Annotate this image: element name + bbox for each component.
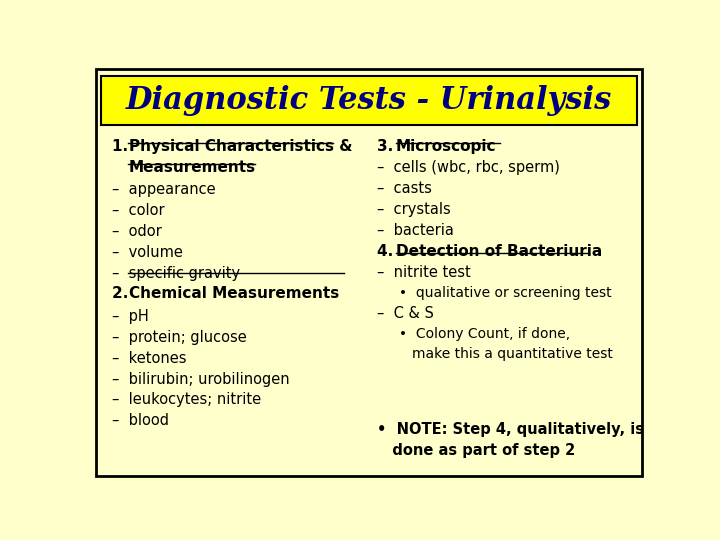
Text: –  ketones: – ketones bbox=[112, 351, 186, 366]
Text: –  pH: – pH bbox=[112, 309, 149, 325]
Text: Microscopic: Microscopic bbox=[396, 139, 496, 154]
Text: 3.: 3. bbox=[377, 139, 399, 154]
Text: –  bilirubin; urobilinogen: – bilirubin; urobilinogen bbox=[112, 372, 290, 387]
Text: –  leukocytes; nitrite: – leukocytes; nitrite bbox=[112, 393, 261, 408]
Text: –  odor: – odor bbox=[112, 224, 162, 239]
Text: –  volume: – volume bbox=[112, 245, 183, 260]
Text: –  crystals: – crystals bbox=[377, 202, 451, 217]
Text: –  cells (wbc, rbc, sperm): – cells (wbc, rbc, sperm) bbox=[377, 160, 560, 176]
Text: –  bacteria: – bacteria bbox=[377, 223, 454, 238]
Text: Diagnostic Tests - Urinalysis: Diagnostic Tests - Urinalysis bbox=[126, 85, 612, 116]
FancyBboxPatch shape bbox=[96, 69, 642, 476]
Text: –  protein; glucose: – protein; glucose bbox=[112, 330, 247, 345]
Text: Detection of Bacteriuria: Detection of Bacteriuria bbox=[396, 244, 602, 259]
Text: Measurements: Measurements bbox=[129, 160, 256, 174]
Text: done as part of step 2: done as part of step 2 bbox=[377, 443, 575, 458]
Text: –  C & S: – C & S bbox=[377, 306, 434, 321]
Text: –  specific gravity: – specific gravity bbox=[112, 266, 240, 281]
Text: Physical Characteristics &: Physical Characteristics & bbox=[129, 139, 353, 154]
Text: 1.: 1. bbox=[112, 139, 134, 154]
Text: –  casts: – casts bbox=[377, 181, 432, 196]
Text: 2.: 2. bbox=[112, 286, 134, 301]
Text: •  NOTE: Step 4, qualitatively, is: • NOTE: Step 4, qualitatively, is bbox=[377, 422, 644, 437]
Text: –  appearance: – appearance bbox=[112, 183, 216, 198]
FancyBboxPatch shape bbox=[101, 76, 637, 125]
Text: 4.: 4. bbox=[377, 244, 399, 259]
Text: •  Colony Count, if done,: • Colony Count, if done, bbox=[377, 327, 570, 341]
Text: Chemical Measurements: Chemical Measurements bbox=[129, 286, 339, 301]
Text: make this a quantitative test: make this a quantitative test bbox=[377, 347, 613, 361]
Text: –  nitrite test: – nitrite test bbox=[377, 265, 471, 280]
Text: –  blood: – blood bbox=[112, 413, 169, 428]
Text: –  color: – color bbox=[112, 203, 165, 218]
Text: •  qualitative or screening test: • qualitative or screening test bbox=[377, 286, 612, 300]
